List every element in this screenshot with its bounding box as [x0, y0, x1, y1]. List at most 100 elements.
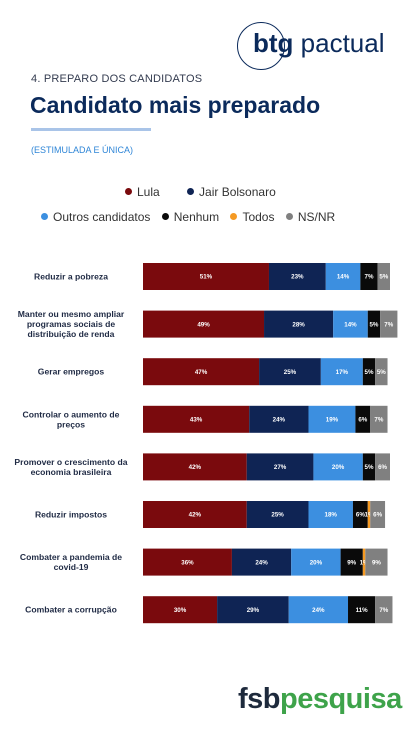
legend-item-lula: Lula	[125, 185, 160, 199]
data-label-nenhum: 11%	[356, 607, 369, 614]
bar-segment-lula	[143, 453, 247, 481]
data-label-lula: 49%	[197, 321, 210, 328]
bar-segment-outros-candidatos	[308, 501, 353, 528]
bar-segment-ns-nr	[370, 501, 386, 528]
bar-segment-nenhum	[362, 358, 376, 386]
category-label-line: preços	[57, 419, 85, 429]
data-label-jair-bolsonaro: 27%	[274, 464, 287, 471]
bar-segment-ns-nr	[380, 310, 398, 338]
data-label-nenhum: 7%	[365, 274, 374, 281]
legend-label-nenhum: Nenhum	[173, 210, 220, 224]
legend-row-1: Lula Jair Bolsonaro	[125, 185, 276, 199]
bar-segment-lula	[143, 548, 232, 576]
data-label-jair-bolsonaro: 23%	[291, 274, 304, 281]
data-label-jair-bolsonaro: 28%	[292, 321, 305, 328]
data-label-ns-nr: 7%	[379, 607, 388, 614]
category-label: Reduzir a pobreza	[34, 272, 108, 282]
data-label-lula: 42%	[189, 512, 202, 519]
bar-segment-ns-nr	[370, 405, 388, 433]
bar-segment-jair-bolsonaro	[264, 310, 334, 338]
category-label-line: covid-19	[54, 562, 89, 572]
data-label-lula: 51%	[200, 274, 213, 281]
data-label-outros-candidatos: 20%	[332, 464, 345, 471]
bar-segment-jair-bolsonaro	[217, 596, 289, 624]
category-label: Controlar o aumento de preços	[23, 409, 120, 429]
legend-label-bolsonaro: Jair Bolsonaro	[199, 185, 276, 199]
bar-segment-todos	[362, 548, 366, 576]
bar-segment-jair-bolsonaro	[268, 263, 326, 290]
data-label-nenhum: 5%	[369, 321, 378, 328]
category-label: Combater a corrupção	[25, 605, 117, 615]
legend-row-2: Outros candidatos Nenhum Todos NS/NR	[41, 210, 335, 224]
legend-swatch-nsnr	[285, 213, 293, 220]
data-label-ns-nr: 6%	[378, 464, 387, 471]
bar-segment-nenhum	[340, 548, 363, 576]
legend-swatch-todos	[230, 213, 238, 220]
category-label-line: economia brasileira	[31, 467, 112, 477]
data-label-jair-bolsonaro: 25%	[284, 369, 297, 376]
category-label: Gerar empregos	[38, 367, 105, 377]
fsb-logo-part: fsb	[238, 683, 281, 715]
category-label: Combater a pandemia de covid-19	[20, 552, 122, 572]
data-label-jair-bolsonaro: 25%	[271, 512, 284, 519]
legend-label-nsnr: NS/NR	[297, 210, 336, 224]
data-label-nenhum: 6%	[356, 512, 365, 519]
bar-segment-lula	[143, 405, 250, 433]
bar-segment-lula	[143, 310, 265, 338]
category-label-line: Combater a pandemia de	[20, 552, 122, 562]
legend-item-todos: Todos	[230, 210, 274, 224]
data-label-ns-nr: 7%	[374, 417, 383, 424]
bar-segment-jair-bolsonaro	[249, 405, 309, 433]
pesquisa-logo-part: pesquisa	[280, 683, 402, 715]
bar-segment-ns-nr	[365, 548, 388, 576]
category-label: Manter ou mesmo ampliar programas sociais…	[18, 309, 125, 339]
section-label: 4. PREPARO DOS CANDIDATOS	[31, 73, 203, 85]
bar-segment-outros-candidatos	[291, 548, 341, 576]
legend-label-outros: Outros candidatos	[53, 210, 151, 224]
legend-item-nsnr: NS/NR	[285, 210, 336, 224]
data-label-lula: 42%	[189, 464, 202, 471]
category-label-line: Combater a corrupção	[25, 605, 117, 615]
legend-swatch-nenhum	[161, 213, 169, 220]
bar-segment-jair-bolsonaro	[246, 453, 314, 481]
legend-item-nenhum: Nenhum	[161, 210, 220, 224]
legend-swatch-bolsonaro	[187, 188, 195, 195]
bar-segment-jair-bolsonaro	[246, 501, 309, 528]
category-label: Reduzir impostos	[35, 510, 107, 520]
data-label-outros-candidatos: 24%	[312, 607, 325, 614]
bar-segment-jair-bolsonaro	[231, 548, 292, 576]
data-label-todos: 1%	[365, 512, 374, 519]
data-label-outros-candidatos: 20%	[310, 559, 323, 566]
data-label-ns-nr: 5%	[379, 274, 388, 281]
data-label-outros-candidatos: 14%	[337, 274, 350, 281]
stacked-bar-chart: Reduzir a pobreza 51% 23% 14% 7% 5% Manter ou …	[14, 263, 398, 624]
bar-segment-outros-candidatos	[333, 310, 368, 338]
logo-bold: btg	[253, 28, 294, 58]
category-label-line: Gerar empregos	[38, 367, 105, 377]
bar-segment-nenhum	[367, 310, 381, 338]
data-label-outros-candidatos: 17%	[336, 369, 349, 376]
bar-segment-nenhum	[355, 405, 371, 433]
data-label-nenhum: 6%	[358, 417, 367, 424]
legend-swatch-outros	[41, 213, 48, 220]
category-label-line: Promover o crescimento da	[14, 457, 127, 467]
bar-segment-lula	[143, 263, 269, 290]
bar-segment-lula	[143, 596, 218, 624]
data-label-ns-nr: 7%	[384, 321, 393, 328]
data-label-jair-bolsonaro: 24%	[273, 417, 286, 424]
legend-label-todos: Todos	[242, 210, 275, 224]
data-label-nenhum: 5%	[365, 369, 374, 376]
bar-segment-jair-bolsonaro	[259, 358, 321, 386]
btg-pactual-logo: btg pactual	[237, 22, 387, 72]
bar-segment-lula	[143, 358, 260, 386]
category-label: Promover o crescimento da economia brasil…	[14, 457, 127, 477]
fsb-pesquisa-logo: fsbpesquisa	[238, 683, 402, 716]
data-label-lula: 47%	[195, 369, 208, 376]
data-label-nenhum: 5%	[365, 464, 374, 471]
data-label-ns-nr: 6%	[373, 512, 382, 519]
page-title: Candidato mais preparado	[30, 92, 321, 118]
bar-segment-outros-candidatos	[313, 453, 363, 481]
logo-ring	[237, 22, 285, 70]
data-label-ns-nr: 5%	[377, 369, 386, 376]
subtitle: (ESTIMULADA E ÚNICA)	[31, 145, 134, 155]
